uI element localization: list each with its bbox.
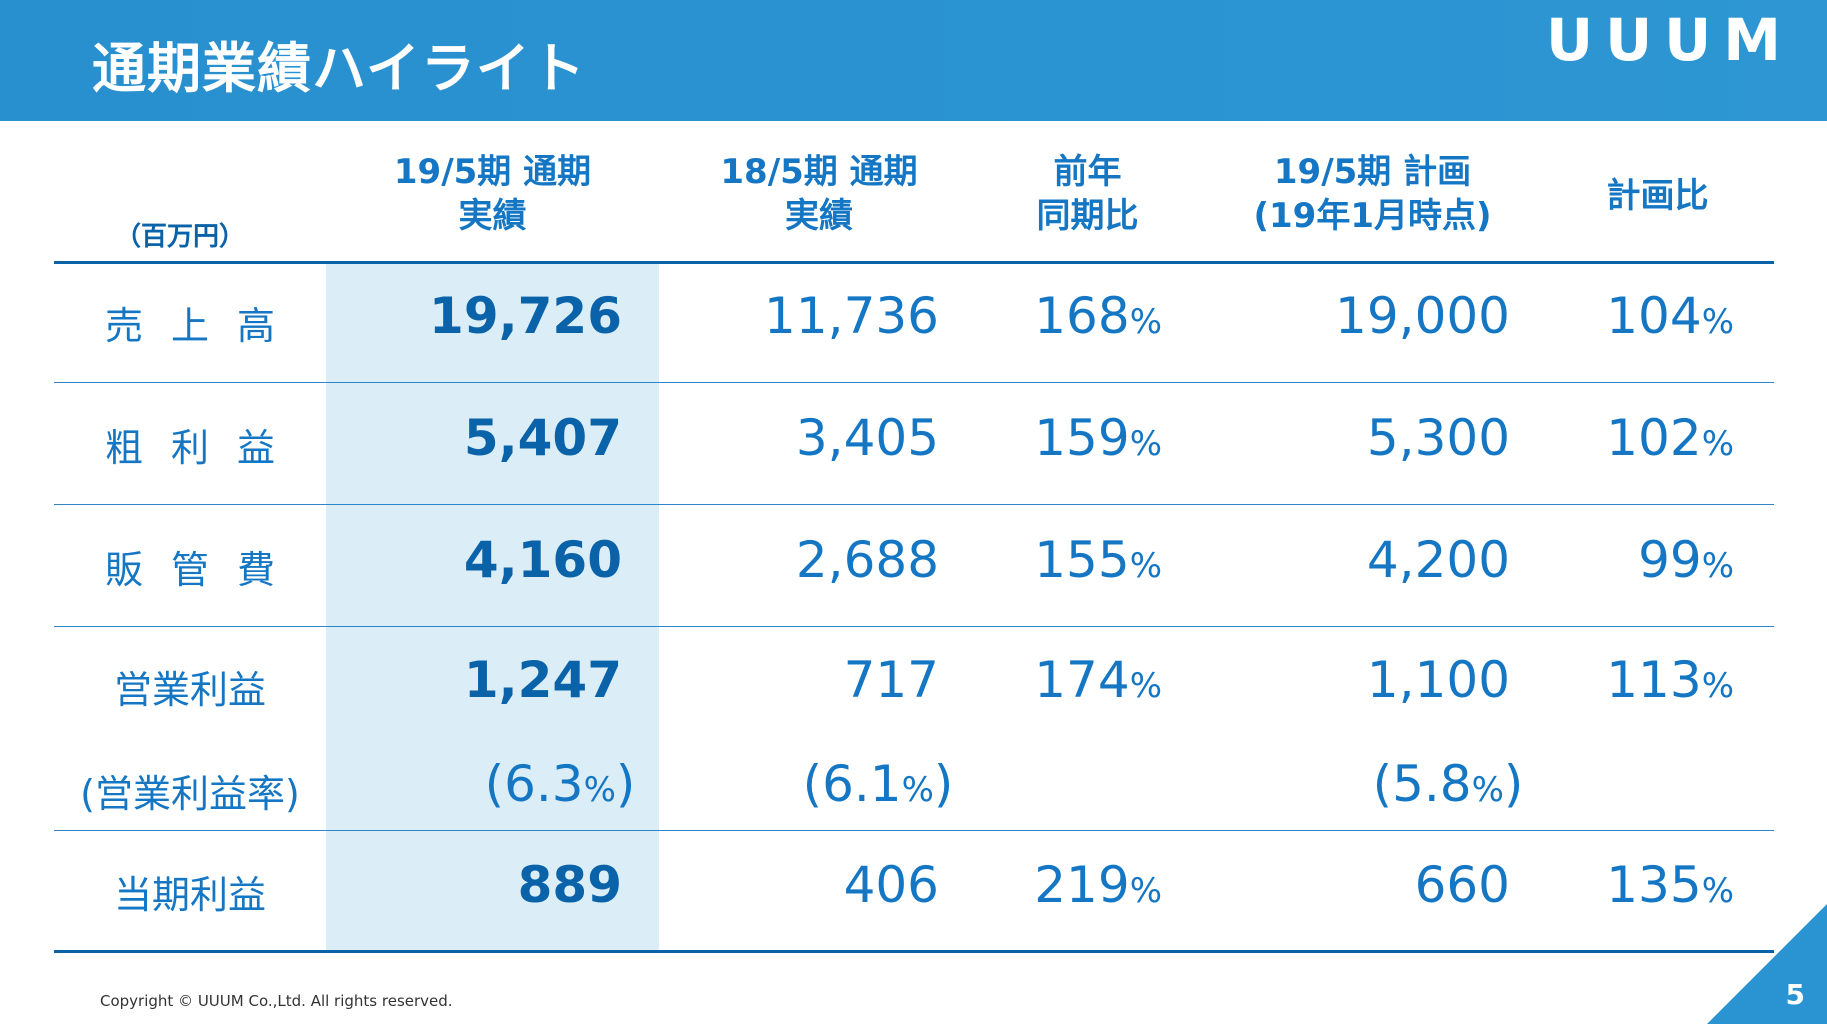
sga-vs-plan: 99% (1550, 531, 1734, 589)
value: 6.3 (504, 755, 584, 813)
sales-vs-plan: 104% (1550, 287, 1734, 345)
open-paren: ( (802, 755, 823, 813)
value: 6.1 (822, 755, 902, 813)
net-vs-plan: 135% (1550, 856, 1734, 914)
col-header-line2: 同期比 (1036, 196, 1139, 236)
value: 99 (1638, 531, 1702, 589)
sga-fy18-actual: 2,688 (795, 531, 939, 589)
header-rule (54, 261, 1774, 264)
row-divider (54, 830, 1774, 831)
gross-fy18-actual: 3,405 (795, 409, 939, 467)
sga-fy19-actual: 4,160 (463, 531, 622, 589)
copyright-notice: Copyright © UUUM Co.,Ltd. All rights res… (100, 992, 453, 1010)
row-label-sales: 売上高 (104, 304, 303, 348)
gross-vs-plan: 102% (1550, 409, 1734, 467)
row-label-sga: 販管費 (104, 548, 303, 592)
close-paren: ) (615, 755, 636, 813)
corner-triangle (1707, 904, 1827, 1024)
percent-sign: % (1701, 302, 1734, 342)
value: 174 (1034, 651, 1130, 709)
sga-fy19-plan: 4,200 (1366, 531, 1510, 589)
percent-sign: % (1129, 871, 1162, 911)
col-header-line2: (19年1月時点) (1253, 196, 1492, 236)
header-bar: 通期業績ハイライト UUUM (0, 0, 1827, 121)
col-header-line1: 計画比 (1606, 176, 1709, 216)
col-header-fy19-plan: 19/5期 計画 (19年1月時点) (1195, 150, 1550, 238)
op-fy18-actual: 717 (843, 651, 939, 709)
value: 135 (1606, 856, 1702, 914)
sga-yoy: 155% (980, 531, 1162, 589)
row-label-operating-profit: 営業利益 (113, 668, 266, 712)
sales-fy19-plan: 19,000 (1335, 287, 1510, 345)
op-fy19-actual: 1,247 (463, 651, 622, 709)
col-header-vs-plan: 計画比 (1550, 174, 1765, 218)
row-label-operating-margin: (営業利益率) (80, 772, 300, 816)
gross-fy19-plan: 5,300 (1366, 409, 1510, 467)
col-header-line1: 19/5期 通期 (393, 152, 592, 192)
col-header-fy18-actual: 18/5期 通期 実績 (659, 150, 979, 238)
unit-label: （百万円） (114, 222, 245, 252)
value: 168 (1034, 287, 1130, 345)
page-title: 通期業績ハイライト (92, 37, 586, 100)
row-label-net-income: 当期利益 (113, 873, 266, 917)
close-paren: ) (1503, 755, 1524, 813)
percent-sign: % (583, 770, 616, 810)
row-divider (54, 504, 1774, 505)
gross-yoy: 159% (980, 409, 1162, 467)
sales-yoy: 168% (980, 287, 1162, 345)
page-number: 5 (1785, 978, 1805, 1011)
op-vs-plan: 113% (1550, 651, 1734, 709)
percent-sign: % (1129, 546, 1162, 586)
percent-sign: % (1129, 302, 1162, 342)
col-header-line2: 実績 (785, 196, 853, 236)
percent-sign: % (901, 770, 934, 810)
value: 5.8 (1392, 755, 1472, 813)
uuum-logo: UUUM (1545, 6, 1793, 74)
value: 155 (1034, 531, 1130, 589)
col-header-line1: 19/5期 計画 (1273, 152, 1472, 192)
margin-fy19-plan: (5.8%) (1348, 755, 1548, 813)
col-header-line1: 前年 (1053, 152, 1122, 192)
col-header-yoy: 前年 同期比 (980, 150, 1195, 238)
bottom-rule (54, 950, 1774, 953)
sales-fy18-actual: 11,736 (764, 287, 939, 345)
row-label-gross-profit: 粗利益 (104, 426, 303, 470)
col-header-fy19-actual: 19/5期 通期 実績 (326, 150, 659, 238)
op-fy19-plan: 1,100 (1366, 651, 1510, 709)
open-paren: ( (1372, 755, 1393, 813)
open-paren: ( (484, 755, 505, 813)
net-yoy: 219% (980, 856, 1162, 914)
sales-fy19-actual: 19,726 (429, 287, 622, 345)
value: 219 (1034, 856, 1130, 914)
row-divider (54, 626, 1774, 627)
margin-fy19-actual: (6.3%) (460, 755, 660, 813)
percent-sign: % (1129, 666, 1162, 706)
highlight-column (326, 264, 659, 952)
percent-sign: % (1701, 546, 1734, 586)
value: 102 (1606, 409, 1702, 467)
row-divider (54, 382, 1774, 383)
net-fy19-actual: 889 (517, 856, 622, 914)
percent-sign: % (1701, 871, 1734, 911)
close-paren: ) (933, 755, 954, 813)
op-yoy: 174% (980, 651, 1162, 709)
percent-sign: % (1471, 770, 1504, 810)
gross-fy19-actual: 5,407 (463, 409, 622, 467)
value: 104 (1606, 287, 1702, 345)
percent-sign: % (1129, 424, 1162, 464)
value: 159 (1034, 409, 1130, 467)
net-fy18-actual: 406 (843, 856, 939, 914)
net-fy19-plan: 660 (1414, 856, 1510, 914)
percent-sign: % (1701, 424, 1734, 464)
col-header-line1: 18/5期 通期 (720, 152, 918, 192)
value: 113 (1606, 651, 1702, 709)
percent-sign: % (1701, 666, 1734, 706)
margin-fy18-actual: (6.1%) (778, 755, 978, 813)
col-header-line2: 実績 (458, 196, 527, 236)
